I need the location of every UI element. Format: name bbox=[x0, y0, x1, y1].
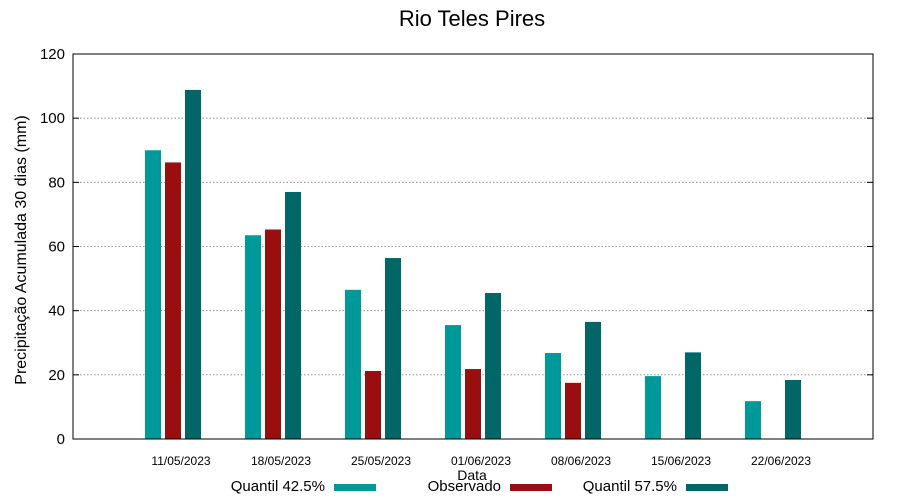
y-tick-label: 40 bbox=[48, 303, 65, 320]
legend-swatch bbox=[510, 484, 552, 491]
bar bbox=[645, 376, 661, 439]
y-tick-label: 80 bbox=[48, 174, 65, 191]
bar bbox=[485, 293, 501, 439]
bar bbox=[385, 258, 401, 439]
bar bbox=[145, 150, 161, 439]
y-tick-label: 120 bbox=[40, 46, 65, 63]
x-tick-label: 11/05/2023 bbox=[151, 454, 210, 468]
x-tick-label: 22/06/2023 bbox=[751, 454, 811, 468]
legend-label: Observado bbox=[428, 478, 501, 495]
bar bbox=[185, 89, 201, 439]
bar bbox=[445, 325, 461, 439]
bar bbox=[685, 352, 701, 439]
bar bbox=[345, 289, 361, 439]
y-axis-label: Precipitação Acumulada 30 dias (mm) bbox=[13, 115, 30, 384]
legend-swatch bbox=[334, 484, 376, 491]
x-tick-label: 08/06/2023 bbox=[551, 454, 611, 468]
legend: Quantil 42.5% Observado Quantil 57.5% bbox=[231, 478, 728, 495]
x-axis-label: Data bbox=[457, 467, 487, 483]
legend-swatch bbox=[686, 484, 728, 491]
bar bbox=[285, 191, 301, 439]
bar bbox=[545, 353, 561, 439]
bar bbox=[585, 321, 601, 439]
x-tick-label: 15/06/2023 bbox=[651, 454, 711, 468]
chart-title: Rio Teles Pires bbox=[399, 6, 545, 31]
y-tick-label: 0 bbox=[57, 431, 65, 448]
x-tick-label: 01/06/2023 bbox=[451, 454, 511, 468]
y-tick-label: 100 bbox=[40, 110, 65, 127]
bar bbox=[245, 235, 261, 439]
legend-label: Quantil 57.5% bbox=[583, 478, 677, 495]
bars bbox=[145, 89, 801, 440]
bar bbox=[565, 382, 581, 439]
y-axis-ticks: 0 20 40 60 80 100 120 bbox=[40, 46, 873, 448]
x-tick-label: 18/05/2023 bbox=[251, 454, 311, 468]
bar bbox=[465, 369, 481, 439]
legend-label: Quantil 42.5% bbox=[231, 478, 325, 495]
x-axis-ticks: 11/05/2023 18/05/2023 25/05/2023 01/06/2023… bbox=[151, 454, 811, 468]
bar bbox=[785, 379, 801, 439]
bar bbox=[745, 401, 761, 439]
x-tick-label: 25/05/2023 bbox=[351, 454, 411, 468]
bar bbox=[265, 229, 281, 439]
bar bbox=[165, 162, 181, 440]
y-tick-label: 20 bbox=[48, 367, 65, 384]
bar bbox=[365, 370, 381, 439]
y-tick-label: 60 bbox=[48, 239, 65, 256]
